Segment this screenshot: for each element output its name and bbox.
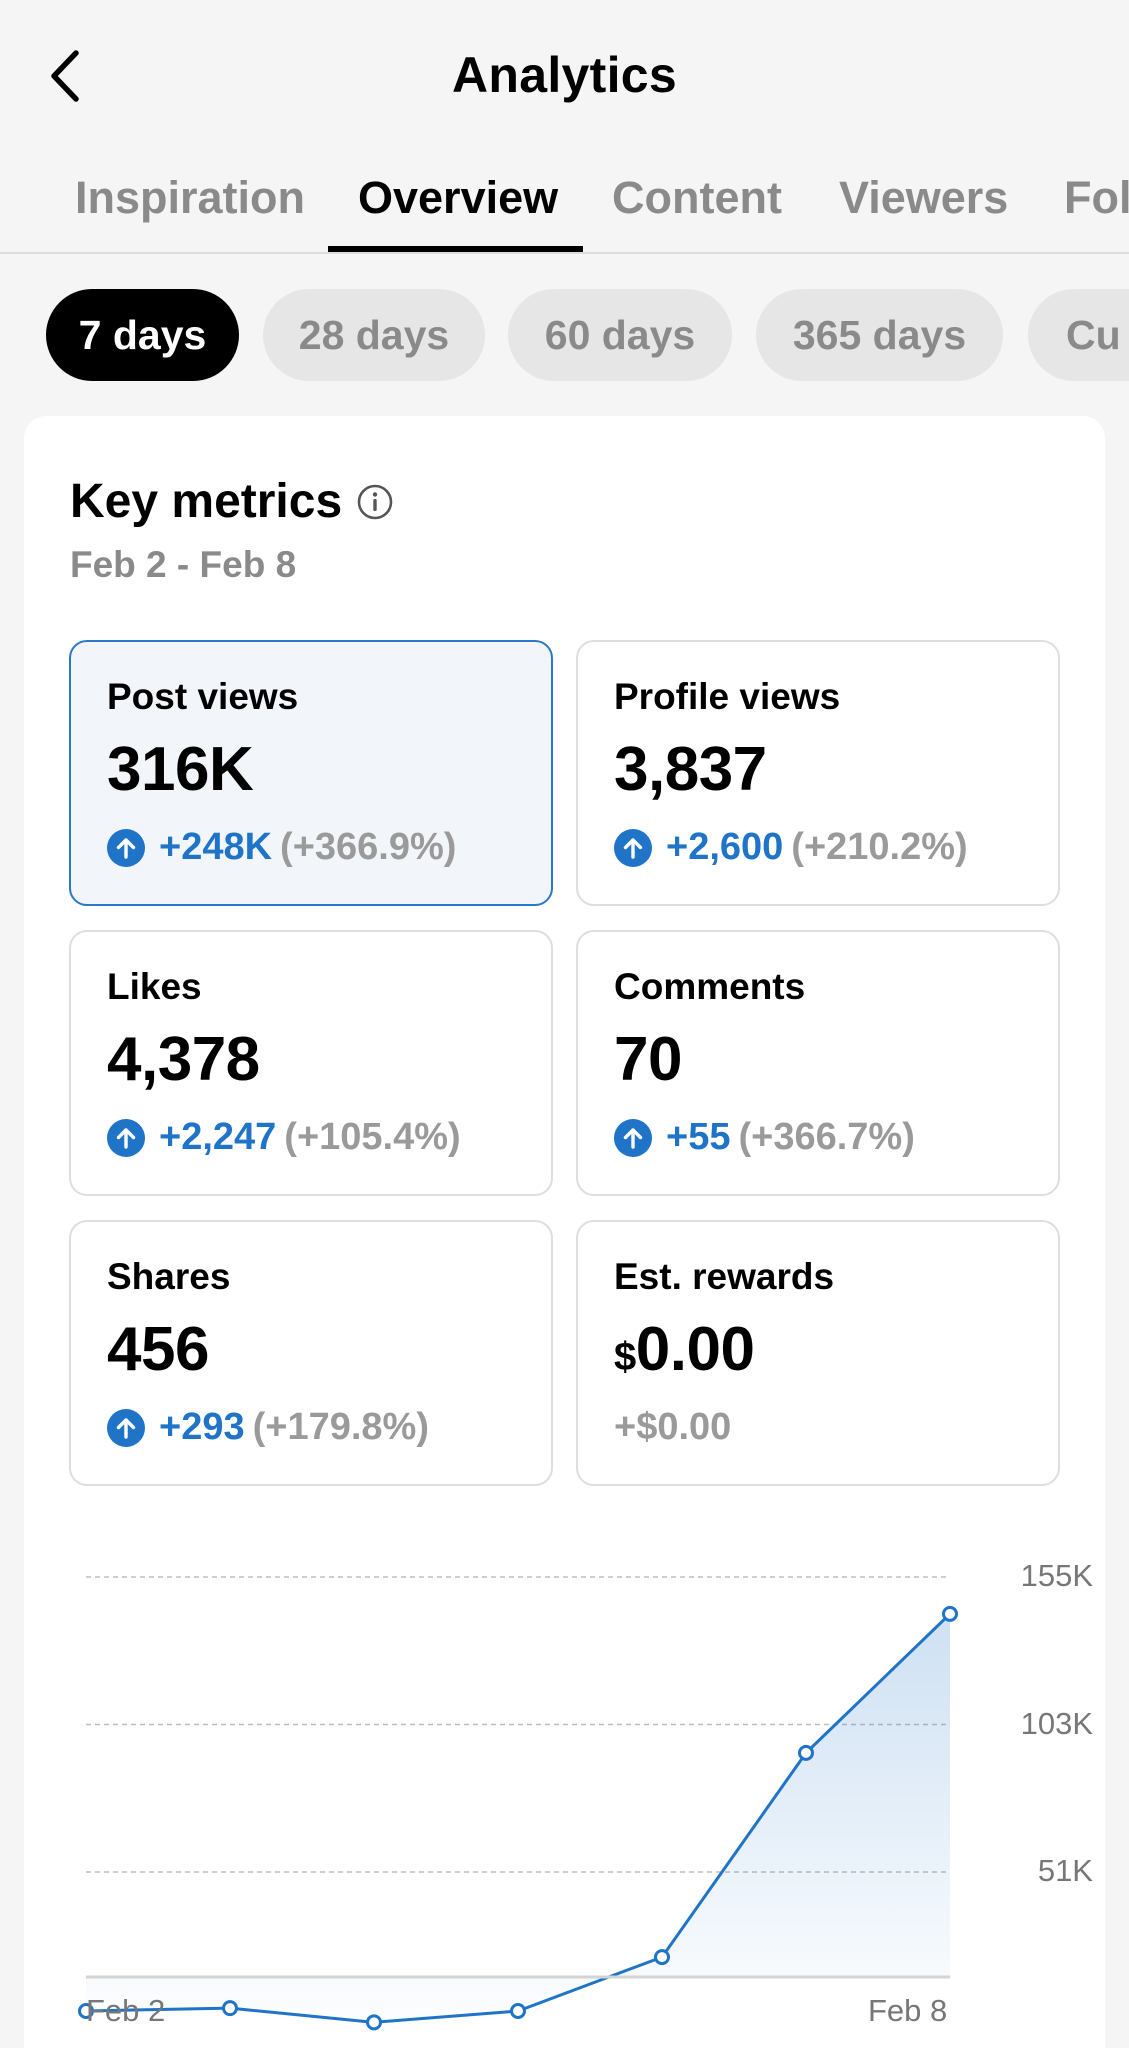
arrow-up-circle-icon bbox=[107, 1408, 145, 1447]
metric-card-comments[interactable]: Comments 70 +55 (+366.7%) bbox=[576, 930, 1060, 1196]
metric-change: +248K (+366.9%) bbox=[107, 826, 456, 869]
metric-card-profile-views[interactable]: Profile views 3,837 +2,600 (+210.2%) bbox=[576, 640, 1060, 906]
arrow-up-circle-icon bbox=[614, 828, 652, 867]
tab-content[interactable]: Content bbox=[612, 172, 782, 223]
metric-label: Comments bbox=[614, 966, 806, 1007]
range-custom[interactable]: Cu bbox=[1028, 289, 1129, 381]
arrow-up-circle-icon bbox=[614, 1118, 652, 1157]
metric-percent: (+366.9%) bbox=[280, 826, 457, 868]
top-bar: Analytics bbox=[0, 0, 1129, 150]
metric-delta: +55 bbox=[666, 1116, 731, 1158]
metric-label: Shares bbox=[107, 1256, 231, 1297]
metric-value: 4,378 bbox=[107, 1025, 260, 1094]
key-metrics-title: Key metrics bbox=[70, 475, 343, 528]
data-point[interactable] bbox=[798, 1744, 814, 1761]
data-point[interactable] bbox=[222, 2000, 238, 2017]
metric-label: Est. rewards bbox=[614, 1256, 835, 1297]
metric-value: 3,837 bbox=[614, 735, 767, 804]
range-60-days[interactable]: 60 days bbox=[508, 289, 732, 381]
metric-delta: +2,247 bbox=[159, 1116, 277, 1158]
currency-symbol: $ bbox=[614, 1335, 636, 1379]
range-28-days[interactable]: 28 days bbox=[263, 289, 485, 381]
metric-delta: +$0.00 bbox=[614, 1406, 732, 1448]
metric-label: Profile views bbox=[614, 676, 841, 717]
metric-delta: +248K bbox=[159, 826, 273, 868]
metric-delta: +293 bbox=[159, 1406, 245, 1448]
key-metrics-heading: Key metrics bbox=[70, 474, 394, 529]
metric-percent: (+105.4%) bbox=[284, 1116, 461, 1158]
tab-bar: Inspiration Overview Content Viewers Fol bbox=[0, 150, 1129, 254]
metric-change: +2,247 (+105.4%) bbox=[107, 1116, 461, 1159]
page-title: Analytics bbox=[451, 47, 677, 103]
metric-label: Likes bbox=[107, 966, 202, 1007]
metric-card-post-views[interactable]: Post views 316K +248K (+366.9%) bbox=[69, 640, 553, 906]
arrow-up-circle-icon bbox=[107, 828, 145, 867]
metric-percent: (+366.7%) bbox=[738, 1116, 915, 1158]
metric-card-est-rewards[interactable]: Est. rewards $0.00 +$0.00 bbox=[576, 1220, 1060, 1486]
post-views-chart: 155K 103K 51K Feb 2 Feb 8 bbox=[24, 1516, 1105, 2048]
tab-followers[interactable]: Fol bbox=[1064, 172, 1129, 223]
y-tick-label: 51K bbox=[1037, 1853, 1093, 1888]
metric-percent: (+179.8%) bbox=[252, 1406, 429, 1448]
metric-value: 456 bbox=[107, 1315, 209, 1384]
tab-viewers[interactable]: Viewers bbox=[839, 172, 1009, 223]
metric-value: 316K bbox=[107, 735, 254, 804]
chart-plot bbox=[78, 1576, 958, 2031]
x-tick-label: Feb 2 bbox=[86, 1993, 166, 2028]
date-range-text: Feb 2 - Feb 8 bbox=[70, 544, 297, 585]
date-range-selector: 7 days 28 days 60 days 365 days Cu bbox=[0, 289, 1129, 381]
metric-card-likes[interactable]: Likes 4,378 +2,247 (+105.4%) bbox=[69, 930, 553, 1196]
metric-delta: +2,600 bbox=[666, 826, 784, 868]
metric-label: Post views bbox=[107, 676, 299, 717]
tab-overview[interactable]: Overview bbox=[358, 172, 559, 223]
y-tick-label: 103K bbox=[1020, 1705, 1093, 1741]
metric-change: +2,600 (+210.2%) bbox=[614, 826, 968, 869]
info-icon[interactable] bbox=[356, 483, 394, 521]
metric-change: +$0.00 bbox=[614, 1406, 731, 1449]
active-tab-indicator bbox=[328, 246, 583, 252]
data-point[interactable] bbox=[510, 2002, 526, 2019]
range-365-days[interactable]: 365 days bbox=[756, 289, 1003, 381]
key-metrics-card: Key metrics Feb 2 - Feb 8 Post views 316… bbox=[24, 416, 1105, 2048]
metric-percent: (+210.2%) bbox=[791, 826, 968, 868]
arrow-up-circle-icon bbox=[107, 1118, 145, 1157]
y-tick-label: 155K bbox=[1020, 1558, 1093, 1593]
chart-area bbox=[86, 1613, 950, 2023]
range-7-days[interactable]: 7 days bbox=[46, 289, 239, 381]
metric-change: +293 (+179.8%) bbox=[107, 1406, 429, 1449]
metric-change: +55 (+366.7%) bbox=[614, 1116, 915, 1159]
chevron-left-icon bbox=[51, 50, 79, 102]
tab-inspiration[interactable]: Inspiration bbox=[75, 172, 306, 223]
data-point[interactable] bbox=[942, 1605, 958, 1622]
metric-value: $0.00 bbox=[614, 1314, 755, 1385]
data-point[interactable] bbox=[366, 2014, 382, 2031]
metric-value: 70 bbox=[614, 1025, 682, 1094]
data-point[interactable] bbox=[654, 1949, 670, 1966]
x-tick-label: Feb 8 bbox=[868, 1993, 948, 2028]
data-point[interactable] bbox=[78, 2002, 94, 2019]
back-button[interactable] bbox=[40, 46, 90, 106]
metric-value-number: 0.00 bbox=[635, 1315, 755, 1384]
metric-card-shares[interactable]: Shares 456 +293 (+179.8%) bbox=[69, 1220, 553, 1486]
